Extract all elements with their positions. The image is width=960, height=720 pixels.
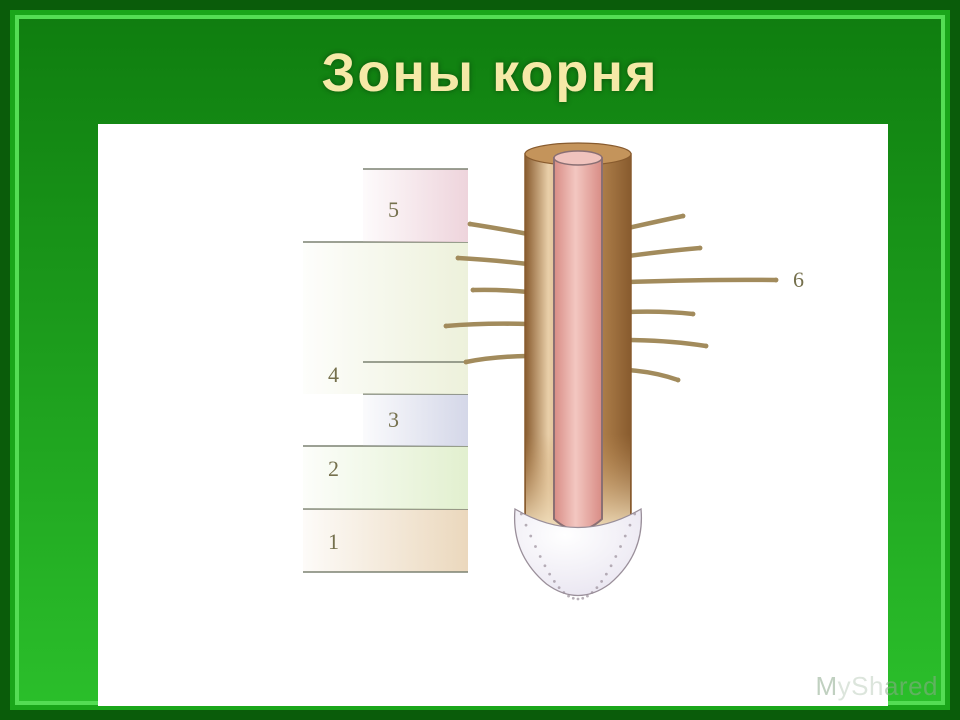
watermark-prefix: M	[815, 671, 837, 701]
vascular-cylinder	[554, 158, 602, 530]
zone-bar-3	[363, 394, 468, 446]
root-hair	[446, 324, 528, 326]
root-diagram: 1 2 3 4 5 6	[98, 124, 888, 706]
zone-label-2: 2	[328, 456, 339, 481]
root-hair	[628, 248, 700, 256]
watermark-suffix: ed	[908, 671, 938, 701]
diagram-panel: 1 2 3 4 5 6	[98, 124, 888, 706]
root-hair	[628, 280, 776, 282]
root-hair	[628, 340, 706, 346]
zone-label-4: 4	[328, 362, 339, 387]
root-hair	[628, 312, 693, 314]
zone-label-1: 1	[328, 529, 339, 554]
label-6: 6	[793, 267, 804, 292]
root-hair	[470, 224, 528, 234]
zone-label-5: 5	[388, 197, 399, 222]
zone-label-3: 3	[388, 407, 399, 432]
watermark: MyShared	[815, 671, 938, 702]
slide: Зоны корня 1 2 3 4 5 6 MyShared	[0, 0, 960, 720]
root-hair	[466, 356, 528, 362]
root-hair	[628, 216, 683, 228]
root-hair	[458, 258, 528, 264]
root-hair	[473, 290, 528, 292]
slide-title: Зоны корня	[10, 42, 960, 104]
watermark-mid: ySh	[838, 671, 884, 701]
root-hair	[628, 370, 678, 380]
zone-bar-5	[363, 169, 468, 242]
watermark-faint: ar	[884, 671, 908, 701]
